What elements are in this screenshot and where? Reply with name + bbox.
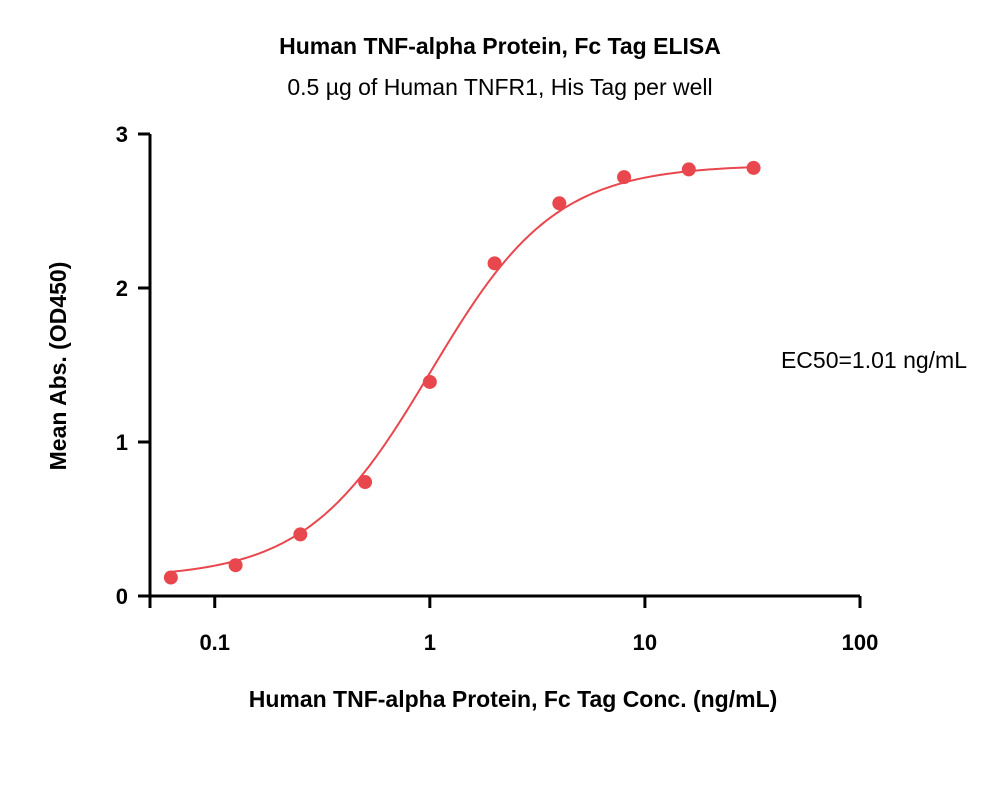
y-tick-label: 1: [116, 430, 128, 455]
data-points-layer: [163, 160, 761, 585]
data-point: [487, 256, 502, 271]
data-point: [163, 570, 178, 585]
data-point: [617, 170, 632, 185]
y-axis-label: Mean Abs. (OD450): [45, 262, 71, 471]
chart-subtitle: 0.5 µg of Human TNFR1, His Tag per well: [287, 74, 713, 100]
x-tick-label: 100: [842, 630, 879, 655]
fit-curve: [170, 166, 754, 573]
ec50-annotation: EC50=1.01 ng/mL: [781, 347, 967, 373]
fit-curve-layer: [170, 166, 754, 573]
data-point: [552, 196, 567, 211]
y-tick-label: 2: [116, 276, 128, 301]
chart-title: Human TNF-alpha Protein, Fc Tag ELISA: [279, 33, 721, 59]
data-point: [746, 160, 761, 175]
x-tick-label: 1: [424, 630, 436, 655]
data-point: [681, 162, 696, 177]
data-point: [293, 527, 308, 542]
data-point: [358, 475, 373, 490]
x-tick-label: 10: [633, 630, 657, 655]
data-point: [228, 558, 243, 573]
axes: [138, 132, 862, 608]
x-axis-label: Human TNF-alpha Protein, Fc Tag Conc. (n…: [249, 686, 778, 712]
data-point: [422, 374, 437, 389]
x-tick-label: 0.1: [199, 630, 230, 655]
y-tick-label: 3: [116, 122, 128, 147]
labels-layer: 0 1 2 3 0.1 1 10 100 Human TNF-alpha Protein, Fc…: [45, 122, 967, 712]
y-tick-label: 0: [116, 584, 128, 609]
